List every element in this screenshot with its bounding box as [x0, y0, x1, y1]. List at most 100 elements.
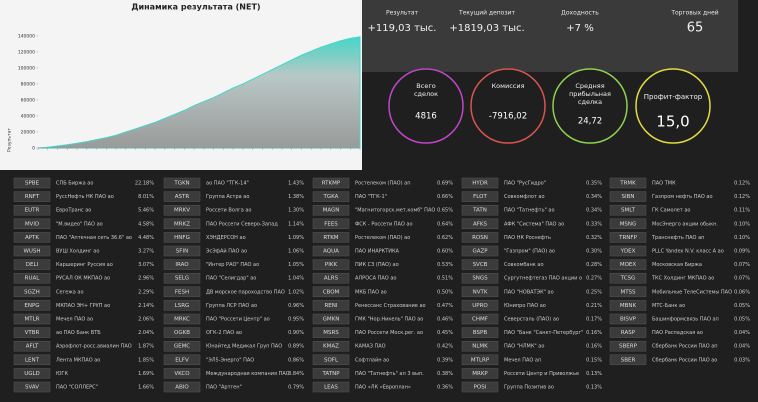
ticker-box: [13, 286, 51, 298]
company-name: ПАО "Татнефть" ап 3 вып.: [355, 371, 424, 377]
ticker-box: [609, 354, 647, 366]
ticker-box: [13, 177, 51, 189]
company-name: АФК "Система" ПАО ао: [504, 221, 564, 227]
stat-label: прибыльная: [569, 90, 611, 98]
ticker-box: [312, 218, 350, 230]
ticker: GEMC: [174, 344, 190, 350]
company-name: ПАО ИНАРКТИКА: [355, 249, 400, 255]
ticker: FLOT: [473, 194, 487, 200]
company-name: ГК Самолет ао: [652, 208, 690, 214]
share-percent: 0.53%: [437, 262, 453, 268]
ticker: MRKC: [174, 317, 190, 323]
ticker-box: [13, 232, 51, 243]
ticker-box: [461, 286, 499, 298]
company-name: ПАО НК Роснефть: [504, 235, 551, 241]
ticker-box: [609, 204, 647, 216]
company-name: МКПАО ЭН+ ГРУП ао: [56, 303, 110, 309]
share-percent: 0.95%: [288, 317, 304, 323]
company-name: Башинформсвязь ПАО ап: [652, 317, 719, 323]
share-percent: 0.66%: [437, 194, 453, 200]
ticker-box: [461, 191, 499, 202]
y-tick-label: 120000: [18, 50, 35, 56]
ticker: TGKA: [323, 194, 339, 200]
ticker-box: [461, 327, 499, 338]
share-percent: 0.36%: [437, 385, 453, 391]
share-percent: 0.50%: [437, 289, 453, 295]
ticker-box: [461, 381, 499, 393]
ticker-box: [13, 245, 51, 257]
share-percent: 0.34%: [586, 208, 602, 214]
ticker: HYDR: [472, 181, 488, 187]
y-tick-label: 100000: [18, 66, 35, 72]
ticker-box: [312, 286, 350, 298]
ticker: SVAV: [25, 385, 39, 391]
company-name: ПАО Россети Моск.рег. ао: [355, 330, 423, 336]
ticker: KMAZ: [323, 344, 339, 350]
company-name: Мобильные ТелеСистемы ПАО: [652, 289, 732, 295]
ticker-box: [163, 204, 201, 216]
company-name: Мечел ПАО ап: [504, 357, 541, 363]
share-percent: 1.06%: [288, 249, 304, 255]
ticker-box: [312, 368, 350, 379]
ticker-box: [461, 204, 499, 216]
share-percent: 0.45%: [437, 330, 453, 336]
ticker-box: [163, 272, 201, 284]
company-name: "М.видео" ПАО ао: [56, 221, 103, 227]
company-name: Россети Центр и Приволжье: [504, 371, 579, 377]
ticker: TGKN: [173, 181, 189, 187]
ticker-box: [461, 340, 499, 352]
ticker-box: [609, 218, 647, 230]
ticker-box: [312, 177, 350, 189]
y-tick-label: 60000: [21, 98, 35, 104]
ticker: YDEX: [620, 249, 636, 255]
company-name: "ЭЛ5-Энерго" ПАО: [206, 357, 254, 363]
company-name: СПБ Биржа ао: [56, 181, 93, 187]
ticker: SNGS: [472, 276, 488, 282]
ticker-box: [13, 327, 51, 338]
ticker-box: [461, 218, 499, 230]
company-name: Софтлайн ао: [355, 356, 389, 363]
share-percent: 0.27%: [586, 276, 602, 282]
ticker: SGZH: [24, 289, 40, 295]
share-percent: 5.46%: [138, 208, 154, 214]
ticker-box: [163, 177, 201, 189]
ticker: MBNK: [620, 303, 637, 309]
company-name: Каршеринг Руссия ао: [56, 262, 113, 268]
ticker: BSPB: [473, 330, 487, 336]
ticker: TRNFP: [618, 235, 637, 241]
share-percent: 0.25%: [586, 289, 602, 295]
ticker: EUTR: [25, 208, 40, 214]
ticker-box: [312, 204, 350, 216]
company-name: "Интер РАО" ПАО ао: [206, 262, 259, 268]
share-percent: 1.85%: [138, 357, 154, 363]
company-name: ПАО "Аптечная сеть 36.6" ао: [56, 235, 132, 241]
y-tick-label: 20000: [21, 130, 35, 136]
share-percent: 0.47%: [437, 303, 453, 309]
company-name: Сургутнефтегаз ПАО акции о: [504, 276, 582, 282]
ticker-box: [13, 300, 51, 311]
ticker: MOEX: [620, 262, 637, 268]
stat-value: 4816: [415, 112, 437, 122]
ticker: SOFL: [324, 357, 339, 363]
company-name: Московская Биржа: [652, 262, 702, 268]
ticker-box: [163, 327, 201, 338]
ticker-box: [13, 272, 51, 284]
share-percent: 0.39%: [437, 357, 453, 363]
ticker: ALRS: [324, 276, 339, 282]
ticker-box: [163, 286, 201, 298]
share-percent: 0.60%: [437, 249, 453, 255]
ticker-box: [163, 340, 201, 352]
share-percent: 0.06%: [734, 289, 750, 295]
stat-value: 24,72: [578, 117, 602, 127]
stat-label: Профит-фактор: [644, 93, 703, 101]
kpi-value: 65: [687, 21, 704, 36]
ticker: NLMK: [472, 344, 488, 350]
ticker-box: [312, 245, 350, 257]
company-name: ПАО "Россети Центр" ао: [206, 317, 270, 323]
share-percent: 0.11%: [734, 208, 750, 214]
stat-ring: [388, 68, 464, 144]
ticker: VKCO: [174, 371, 190, 377]
ticker-box: [312, 191, 350, 202]
ticker: RTKMP: [322, 181, 341, 187]
y-tick-label: 140000: [18, 34, 35, 40]
